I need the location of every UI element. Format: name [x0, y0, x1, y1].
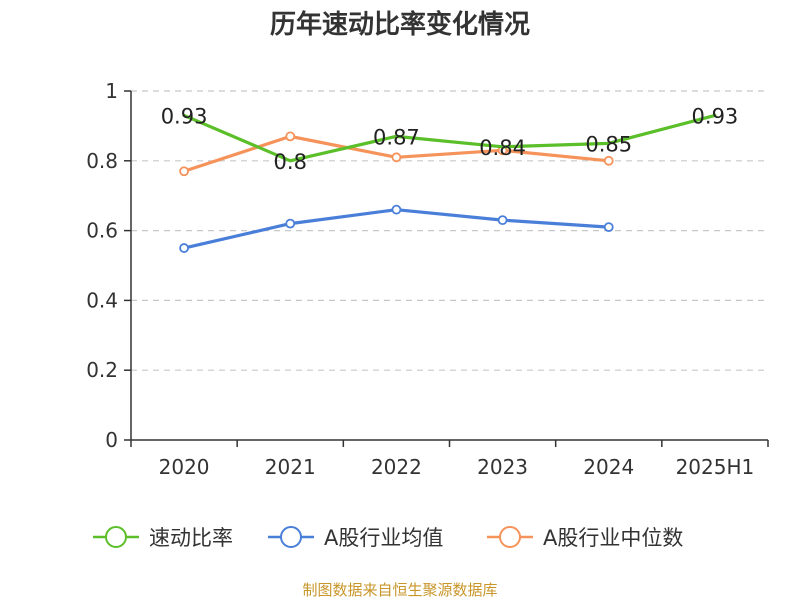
- x-tick-label: 2020: [159, 455, 210, 479]
- x-tick-label: 2021: [265, 455, 316, 479]
- y-tick-label: 0.4: [86, 288, 118, 312]
- legend-label: 速动比率: [149, 526, 233, 550]
- data-label: 0.93: [692, 104, 739, 128]
- series-line-0: [182, 113, 717, 163]
- legend: 速动比率 A股行业均值 A股行业中位数: [93, 526, 683, 550]
- source-note: 制图数据来自恒生聚源数据库: [302, 581, 497, 599]
- legend-label: A股行业均值: [324, 526, 443, 550]
- series-point-2-4: [603, 155, 614, 166]
- series-point-2-1: [285, 131, 296, 142]
- legend-marker-icon: [280, 526, 302, 548]
- legend-item-1: A股行业均值: [268, 526, 443, 550]
- series-point-1-4: [603, 222, 614, 233]
- series-layer: [179, 113, 717, 253]
- y-tick-label: 0: [105, 428, 118, 452]
- legend-marker-icon: [499, 526, 521, 548]
- data-label: 0.8: [274, 150, 307, 174]
- legend-marker-icon: [105, 526, 127, 548]
- data-label: 0.87: [373, 125, 420, 149]
- x-tick-label: 2022: [371, 455, 422, 479]
- legend-item-2: A股行业中位数: [487, 526, 683, 550]
- y-tick-label: 0.6: [86, 219, 118, 243]
- chart-title: 历年速动比率变化情况: [270, 9, 530, 40]
- data-label: 0.85: [585, 132, 632, 156]
- y-tick-label: 0.2: [86, 358, 118, 382]
- series-point-1-0: [179, 243, 189, 253]
- x-tick-label: 2024: [583, 455, 634, 479]
- x-tick-label: 2023: [477, 455, 528, 479]
- data-label: 0.84: [479, 136, 526, 160]
- series-point-1-3: [497, 215, 508, 226]
- series-point-2-2: [391, 152, 402, 163]
- series-point-1-1: [285, 218, 296, 229]
- legend-item-0: 速动比率: [93, 526, 233, 550]
- series-point-1-2: [391, 204, 402, 215]
- label-layer: 0.93 0.8 0.87 0.84 0.85 0.93: [161, 104, 739, 173]
- series-line-1: [182, 208, 611, 250]
- grid-layer: [131, 90, 768, 371]
- y-tick-label: 0.8: [86, 149, 118, 173]
- data-label: 0.93: [161, 104, 208, 128]
- legend-label: A股行业中位数: [543, 526, 683, 550]
- x-tick-label: 2025H1: [676, 455, 755, 479]
- axis-layer: 0 0.2 0.4 0.6 0.8 1 2020 2021 2022 2023 2024 2025H1: [86, 79, 769, 479]
- y-tick-label: 1: [105, 79, 118, 103]
- series-point-2-0: [179, 166, 189, 177]
